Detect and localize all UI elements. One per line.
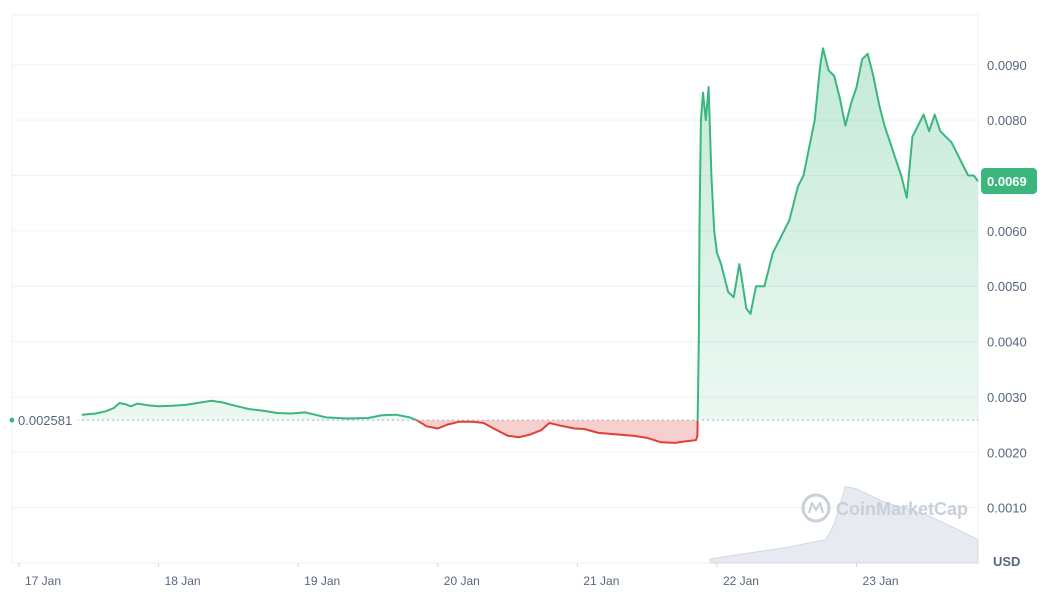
y-tick-label: 0.0030 <box>987 390 1027 405</box>
currency-label: USD <box>993 554 1020 569</box>
x-tick-label: 23 Jan <box>863 574 899 588</box>
watermark-text: CoinMarketCap <box>836 499 968 519</box>
volume-bars <box>709 485 979 564</box>
down-area-fill <box>416 420 698 443</box>
x-tick-label: 22 Jan <box>723 574 759 588</box>
y-tick-label: 0.0010 <box>987 501 1027 516</box>
price-line-up <box>81 47 979 421</box>
y-axis: 0.0010 0.0020 0.0030 0.0040 0.0050 0.0060 0.00… <box>987 58 1027 516</box>
y-tick-label: 0.0060 <box>987 224 1027 239</box>
x-tick-label: 17 Jan <box>25 574 61 588</box>
reference-line: 0.002581 <box>9 412 978 429</box>
volume-area <box>709 485 979 564</box>
current-price-label: 0.0069 <box>987 174 1027 189</box>
y-tick-label: 0.0080 <box>987 113 1027 128</box>
x-axis: 17 Jan 18 Jan 19 Jan 20 Jan 21 Jan 22 Jan 23 J… <box>18 563 899 588</box>
x-tick-label: 21 Jan <box>583 574 619 588</box>
y-tick-label: 0.0020 <box>987 445 1027 460</box>
price-area <box>81 48 978 443</box>
watermark: CoinMarketCap <box>801 493 968 523</box>
reference-label-bg <box>14 412 78 429</box>
y-tick-label: 0.0050 <box>987 279 1027 294</box>
y-tick-label: 0.0090 <box>987 58 1027 73</box>
x-tick-label: 18 Jan <box>165 574 201 588</box>
x-tick-label: 19 Jan <box>304 574 340 588</box>
price-line <box>81 47 979 444</box>
y-tick-label: 0.0040 <box>987 335 1027 350</box>
coinmarketcap-logo-icon <box>801 493 831 523</box>
current-price-badge: 0.0069 <box>981 168 1037 195</box>
reference-price-label: 0.002581 <box>18 413 72 428</box>
up-area-fill <box>81 48 978 421</box>
reference-dot <box>9 417 15 423</box>
x-tick-label: 20 Jan <box>444 574 480 588</box>
